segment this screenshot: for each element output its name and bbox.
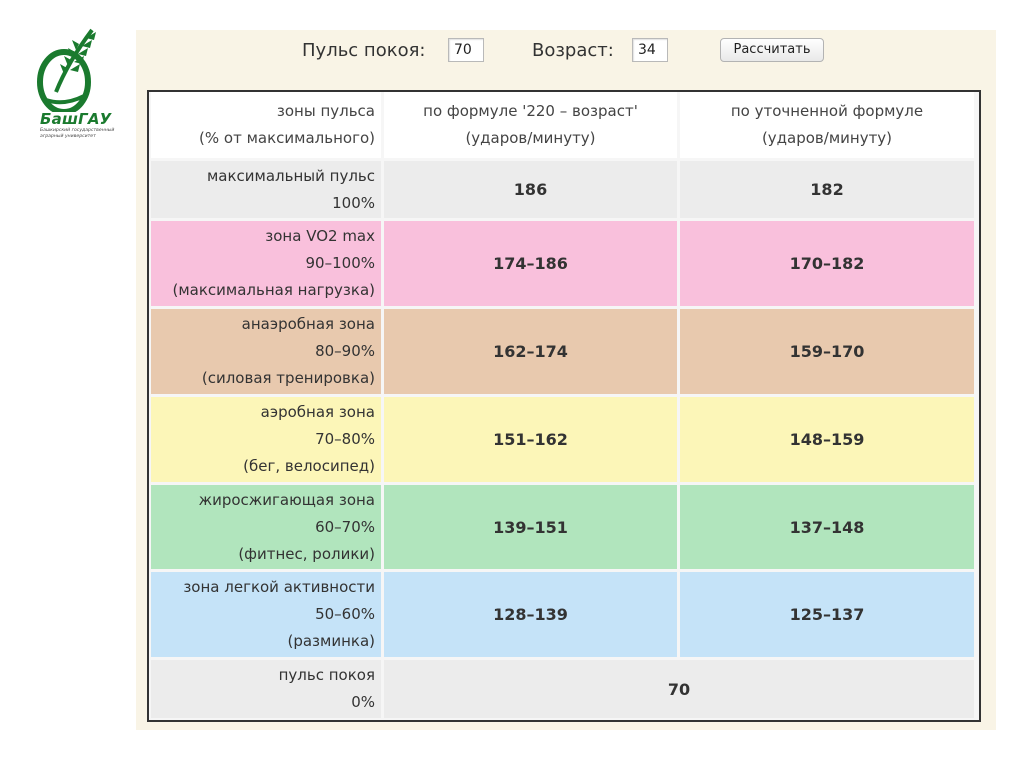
refined-value: 159–170 bbox=[680, 309, 974, 394]
logo-subtitle: Башкирский государственный аграрный унив… bbox=[40, 128, 115, 139]
table-row: аэробная зона 70–80% (бег, велосипед) 15… bbox=[151, 397, 977, 482]
age-label: Возраст: bbox=[532, 40, 614, 61]
zone-cell: максимальный пульс 100% bbox=[151, 161, 381, 218]
table-row: максимальный пульс 100% 186 182 bbox=[151, 161, 977, 218]
zone-description: (разминка) bbox=[287, 632, 375, 650]
resting-pulse-input[interactable]: 70 bbox=[448, 38, 484, 62]
formula-220-value: 162–174 bbox=[384, 309, 677, 394]
zone-name: аэробная зона bbox=[260, 403, 375, 421]
resting-pulse-label: Пульс покоя: bbox=[302, 40, 426, 61]
zone-cell: пульс покоя 0% bbox=[151, 660, 381, 718]
logo-brand-name: БашГАУ bbox=[40, 110, 112, 128]
formula-220-value: 174–186 bbox=[384, 221, 677, 306]
header-formula-220-line1: по формуле '220 – возраст' bbox=[423, 102, 638, 120]
zone-description: (бег, велосипед) bbox=[243, 457, 375, 475]
zone-percent: 100% bbox=[332, 193, 375, 212]
zone-name: зона VO2 max bbox=[265, 227, 375, 245]
zone-description: (максимальная нагрузка) bbox=[172, 281, 376, 299]
zone-cell: аэробная зона 70–80% (бег, велосипед) bbox=[151, 397, 381, 482]
zone-percent: 80–90% bbox=[315, 342, 375, 360]
table-row: анаэробная зона 80–90% (силовая трениров… bbox=[151, 309, 977, 394]
wheat-logo-icon bbox=[37, 28, 96, 115]
zone-cell: зона VO2 max 90–100% (максимальная нагру… bbox=[151, 221, 381, 306]
table-row: зона легкой активности 50–60% (разминка)… bbox=[151, 572, 977, 657]
header-formula-220-line2: (ударов/минуту) bbox=[465, 129, 596, 147]
zone-cell: зона легкой активности 50–60% (разминка) bbox=[151, 572, 381, 657]
bashgau-logo: БашГАУ Башкирский государственный аграрн… bbox=[34, 22, 118, 146]
resting-pulse-value: 70 bbox=[384, 660, 974, 718]
zone-percent: 60–70% bbox=[315, 517, 375, 536]
refined-value: 137–148 bbox=[680, 485, 974, 569]
header-zones: зоны пульса (% от максимального) bbox=[151, 92, 381, 158]
heart-rate-zones-table: зоны пульса (% от максимального) по форм… bbox=[147, 90, 981, 722]
zone-cell: жиросжигающая зона 60–70% (фитнес, ролик… bbox=[151, 485, 381, 569]
zone-name: пульс покоя bbox=[278, 666, 375, 684]
refined-value: 182 bbox=[680, 161, 974, 218]
zone-cell: анаэробная зона 80–90% (силовая трениров… bbox=[151, 309, 381, 394]
zone-name: зона легкой активности bbox=[183, 578, 375, 596]
refined-value: 125–137 bbox=[680, 572, 974, 657]
table-row: жиросжигающая зона 60–70% (фитнес, ролик… bbox=[151, 485, 977, 569]
refined-value: 170–182 bbox=[680, 221, 974, 306]
table-header-row: зоны пульса (% от максимального) по форм… bbox=[151, 92, 977, 158]
zone-name: жиросжигающая зона bbox=[198, 490, 375, 509]
header-formula-220: по формуле '220 – возраст' (ударов/минут… bbox=[384, 92, 677, 158]
age-input[interactable]: 34 bbox=[632, 38, 668, 62]
zone-percent: 0% bbox=[351, 693, 375, 711]
header-refined-formula: по уточненной формуле (ударов/минуту) bbox=[680, 92, 974, 158]
formula-220-value: 151–162 bbox=[384, 397, 677, 482]
refined-value: 148–159 bbox=[680, 397, 974, 482]
table-row: зона VO2 max 90–100% (максимальная нагру… bbox=[151, 221, 977, 306]
zone-percent: 90–100% bbox=[305, 254, 375, 272]
table-row: пульс покоя 0% 70 bbox=[151, 660, 977, 718]
zone-description: (силовая тренировка) bbox=[201, 369, 375, 387]
zone-percent: 50–60% bbox=[315, 605, 375, 623]
zone-description: (фитнес, ролики) bbox=[238, 544, 375, 563]
formula-220-value: 128–139 bbox=[384, 572, 677, 657]
zone-name: анаэробная зона bbox=[241, 315, 375, 333]
zone-name: максимальный пульс bbox=[206, 166, 375, 185]
zone-percent: 70–80% bbox=[315, 430, 375, 448]
header-zones-line1: зоны пульса bbox=[276, 102, 375, 120]
formula-220-value: 186 bbox=[384, 161, 677, 218]
calculate-button[interactable]: Рассчитать bbox=[720, 38, 824, 62]
header-refined-line1: по уточненной формуле bbox=[730, 102, 924, 120]
formula-220-value: 139–151 bbox=[384, 485, 677, 569]
header-zones-line2: (% от максимального) bbox=[199, 129, 375, 147]
header-refined-line2: (ударов/минуту) bbox=[761, 129, 893, 147]
